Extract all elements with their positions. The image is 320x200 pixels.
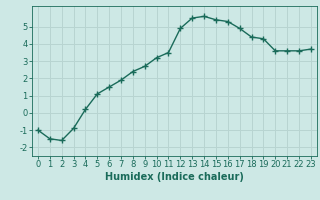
X-axis label: Humidex (Indice chaleur): Humidex (Indice chaleur) bbox=[105, 172, 244, 182]
